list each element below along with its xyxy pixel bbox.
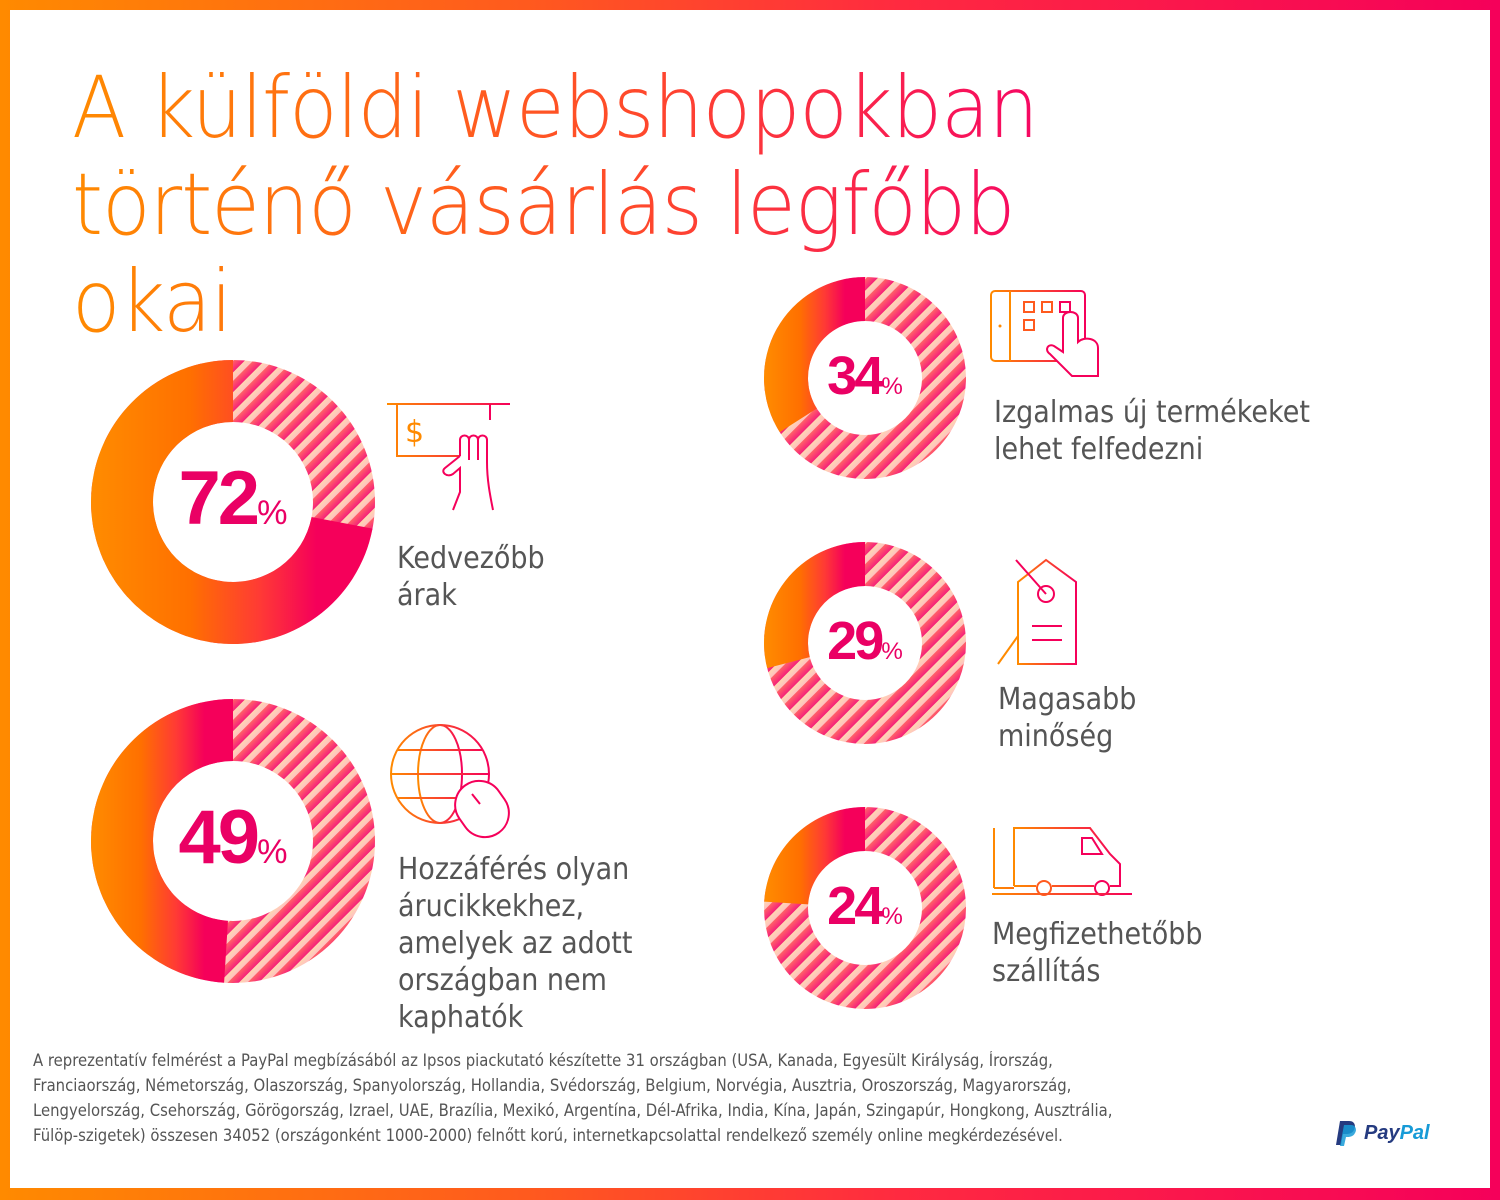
label-line: árucikkekhez, (398, 889, 585, 924)
delivery-van-icon (992, 827, 1132, 896)
label-line: amelyek az adott (398, 926, 633, 961)
percent-label: 34% (808, 345, 922, 407)
percent-label: 29% (808, 610, 922, 672)
percent-sign: % (881, 902, 903, 930)
donut-value-slice (764, 807, 865, 905)
globe-mouse-icon (390, 724, 510, 839)
tablet-touch-icon (990, 290, 1099, 377)
percent-value: 49 (178, 794, 261, 880)
donut-chart (91, 360, 375, 644)
title-line: történő vásárlás legfőbb (72, 155, 1015, 255)
logo-pay: Pay (1364, 1121, 1400, 1144)
label-magasabb: Magasabb minőség (998, 681, 1136, 755)
percent-sign: % (881, 372, 903, 400)
label-line: szállítás (992, 954, 1101, 989)
percent-value: 24 (827, 875, 884, 936)
footnote-line: A reprezentatív felmérést a PayPal megbí… (33, 1051, 1053, 1070)
donut-value-slice (764, 277, 865, 433)
donut-chart (764, 807, 966, 1009)
label-line: minőség (998, 719, 1114, 754)
title-line: A külföldi webshopokban (72, 58, 1038, 158)
donut-value-slice (91, 699, 233, 983)
label-line: lehet felfedezni (994, 432, 1204, 467)
footnote: A reprezentatív felmérést a PayPal megbí… (33, 1048, 1293, 1148)
donut-value-slice (91, 360, 373, 644)
label-line: Megfizethetőbb (992, 917, 1203, 952)
paypal-p-icon (1336, 1121, 1356, 1146)
percent-label: 24% (808, 875, 922, 937)
label-line: országban nem (398, 963, 607, 998)
dollar-bill-hand-icon: $ (387, 403, 510, 511)
percent-label: 72% (153, 455, 313, 542)
footnote-line: Franciaország, Németország, Olaszország,… (33, 1076, 1072, 1095)
percent-sign: % (881, 637, 903, 665)
label-megfizethetobb: Megfizethetőbb szállítás (992, 916, 1203, 990)
label-kedvezobb: Kedvezőbb árak (397, 540, 545, 614)
percent-sign: % (257, 493, 288, 532)
label-line: kaphatók (398, 1000, 524, 1035)
percent-sign: % (257, 832, 288, 871)
label-line: árak (397, 578, 457, 613)
footnote-line: Fülöp-szigetek) összesen 34052 (országon… (33, 1126, 1063, 1145)
price-tag-icon (997, 558, 1077, 665)
label-hozzaferes: Hozzáférés olyan árucikkekhez, amelyek a… (398, 851, 632, 1036)
footnote-line: Lengyelország, Csehország, Görögország, … (33, 1101, 1113, 1120)
percent-label: 49% (153, 794, 313, 881)
donut-chart (764, 277, 966, 479)
donut-chart (91, 699, 375, 983)
label-line: Magasabb (998, 682, 1137, 717)
percent-value: 72 (178, 455, 261, 541)
svg-text:$: $ (405, 415, 424, 450)
label-izgalmas: Izgalmas új termékeket lehet felfedezni (994, 394, 1310, 468)
donut-chart (764, 542, 966, 744)
label-line: Hozzáférés olyan (398, 852, 630, 887)
paypal-logo: PayPal (1336, 1120, 1430, 1146)
percent-value: 29 (827, 610, 884, 671)
percent-value: 34 (827, 345, 884, 406)
paypal-wordmark: PayPal (1364, 1122, 1430, 1145)
donut-value-slice (764, 542, 865, 669)
label-line: Izgalmas új termékeket (994, 395, 1310, 430)
logo-pal: Pal (1399, 1121, 1430, 1144)
label-line: Kedvezőbb (397, 541, 545, 576)
